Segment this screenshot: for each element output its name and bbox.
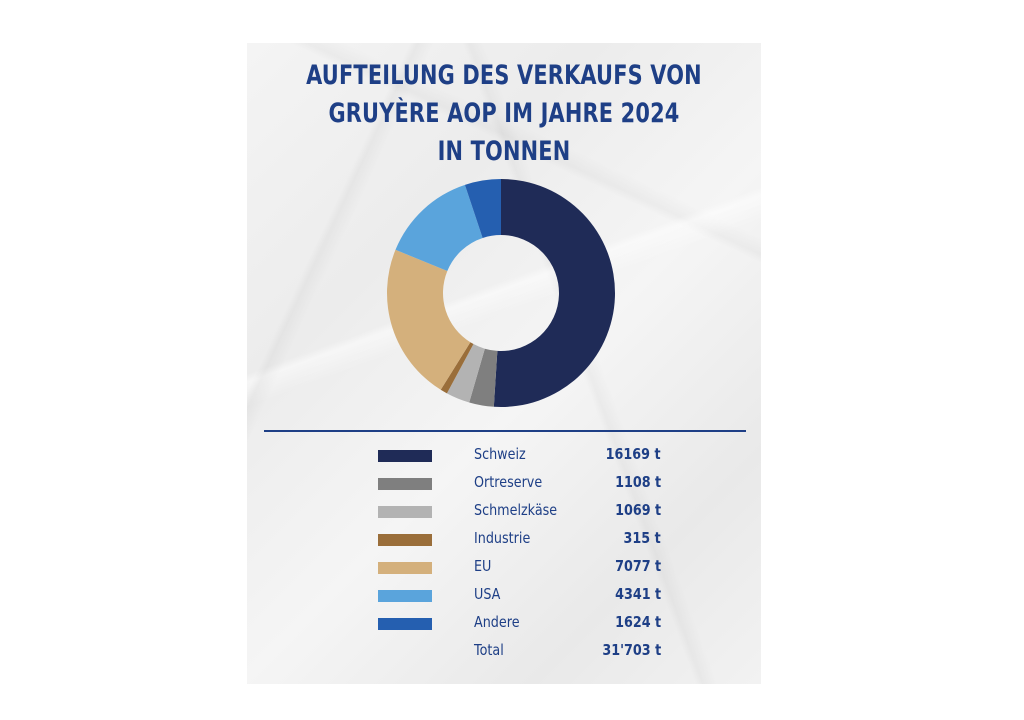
legend-swatch-eu (378, 562, 432, 574)
legend-swatch-andere (378, 618, 432, 630)
legend-label-industrie: Industrie (474, 529, 531, 547)
slice-industrie (440, 342, 474, 394)
slice-usa (395, 184, 483, 272)
legend-swatch-schmelzkaese (378, 506, 432, 518)
donut-chart (387, 179, 616, 407)
slice-ortreserve (469, 348, 498, 407)
legend-value-andere: 1624 t (614, 613, 661, 631)
legend-row-eu: EU 7077 t (247, 555, 761, 583)
title-line-1: AUFTEILUNG DES VERKAUFS VON (306, 60, 702, 91)
legend-value-eu: 7077 t (614, 557, 661, 575)
legend-value-usa: 4341 t (614, 585, 661, 603)
legend-row-schmelzkaese: Schmelzkäse 1069 t (247, 499, 761, 527)
legend-label-schmelzkaese: Schmelzkäse (474, 501, 558, 519)
legend-value-schmelzkaese: 1069 t (614, 501, 661, 519)
legend-value-ortreserve: 1108 t (614, 473, 661, 491)
legend-label-total: Total (474, 641, 504, 659)
legend-swatch-ortreserve (378, 478, 432, 490)
slice-eu (387, 249, 471, 390)
legend-label-usa: USA (474, 585, 501, 603)
slice-schweiz (493, 179, 616, 407)
title-line-2: GRUYÈRE AOP IM JAHRE 2024 (328, 98, 680, 129)
legend-row-total: Total 31'703 t (247, 639, 761, 667)
slice-andere (464, 179, 501, 238)
legend-swatch-schweiz (378, 450, 432, 462)
legend-row-andere: Andere 1624 t (247, 611, 761, 639)
slice-schmelzkase (446, 344, 485, 403)
legend-value-total: 31'703 t (602, 641, 661, 659)
infographic-card: AUFTEILUNG DES VERKAUFS VON GRUYÈRE AOP … (247, 43, 761, 684)
legend-label-ortreserve: Ortreserve (474, 473, 543, 491)
legend-label-schweiz: Schweiz (474, 445, 526, 463)
legend-value-schweiz: 16169 t (606, 445, 661, 463)
legend-label-eu: EU (474, 557, 492, 575)
title-line-3: IN TONNEN (437, 136, 571, 167)
legend-value-industrie: 315 t (623, 529, 661, 547)
chart-title: AUFTEILUNG DES VERKAUFS VON GRUYÈRE AOP … (283, 57, 725, 171)
legend-row-schweiz: Schweiz 16169 t (247, 443, 761, 471)
divider-line (264, 430, 746, 432)
legend-row-ortreserve: Ortreserve 1108 t (247, 471, 761, 499)
legend-swatch-industrie (378, 534, 432, 546)
legend-swatch-usa (378, 590, 432, 602)
legend-label-andere: Andere (474, 613, 520, 631)
legend-row-industrie: Industrie 315 t (247, 527, 761, 555)
legend-row-usa: USA 4341 t (247, 583, 761, 611)
